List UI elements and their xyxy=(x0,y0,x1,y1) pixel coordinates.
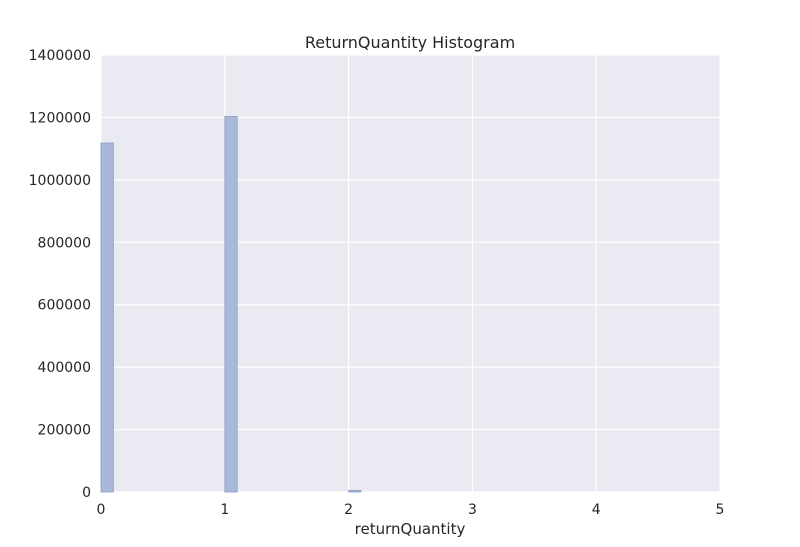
histogram-bar-2 xyxy=(348,490,362,493)
y-tick-label: 0 xyxy=(82,485,91,501)
x-axis-label: returnQuantity xyxy=(355,520,466,538)
histogram-bar-0 xyxy=(100,142,114,493)
y-tick-label: 600000 xyxy=(38,298,91,314)
x-tick-label: 3 xyxy=(468,502,477,518)
y-tick-label: 1000000 xyxy=(29,173,91,189)
x-tick-label: 4 xyxy=(592,502,601,518)
x-tick-label: 5 xyxy=(716,502,725,518)
x-tick-labels: 0 1 2 3 4 5 xyxy=(97,502,725,518)
y-tick-label: 400000 xyxy=(38,360,91,376)
y-tick-label: 200000 xyxy=(38,423,91,439)
plot-background xyxy=(101,55,720,492)
y-tick-label: 1200000 xyxy=(29,110,91,126)
bars xyxy=(100,116,362,493)
grid-lines xyxy=(100,54,721,493)
y-tick-label: 800000 xyxy=(38,235,91,251)
histogram-bar-1 xyxy=(224,116,238,493)
x-tick-label: 0 xyxy=(97,502,106,518)
y-tick-label: 1400000 xyxy=(29,48,91,64)
x-tick-label: 2 xyxy=(344,502,353,518)
x-tick-label: 1 xyxy=(220,502,229,518)
chart-title: ReturnQuantity Histogram xyxy=(305,33,515,52)
y-tick-labels: 0 200000 400000 600000 800000 1000000 1200000 1… xyxy=(29,48,91,501)
